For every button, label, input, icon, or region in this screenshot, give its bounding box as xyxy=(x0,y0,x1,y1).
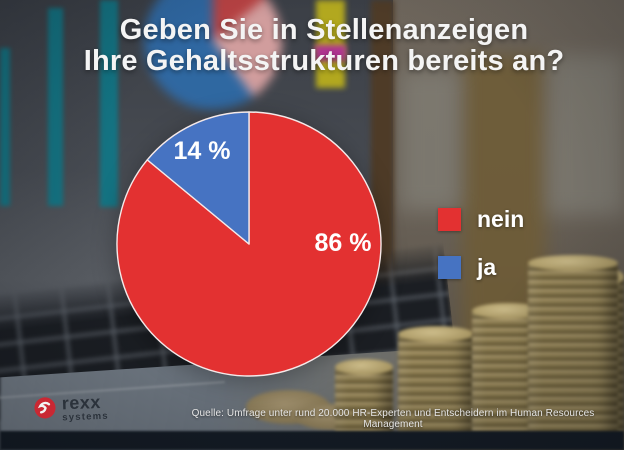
background-bar-chart-bar xyxy=(100,0,118,207)
page-title: Geben Sie in Stellenanzeigen Ihre Gehalt… xyxy=(24,15,624,77)
pie-slice-ja xyxy=(146,111,250,245)
chart-legend: nein ja xyxy=(438,206,524,281)
legend-swatch-ja xyxy=(438,256,461,279)
legend-item-ja: ja xyxy=(438,254,524,281)
legend-swatch-nein xyxy=(438,208,461,231)
sticky-note-yellow xyxy=(316,0,345,88)
coin-stack xyxy=(335,359,393,440)
coin-stack xyxy=(528,255,618,440)
legend-label: ja xyxy=(477,254,497,280)
logo-sub: systems xyxy=(62,410,109,424)
legend-label: nein xyxy=(477,206,525,232)
rexx-logo-icon xyxy=(34,397,56,419)
legend-item-nein: nein xyxy=(438,206,524,233)
bottom-shadow xyxy=(0,431,624,450)
rexx-logo-text: rexx systems xyxy=(61,391,109,424)
background-bar-chart-bar xyxy=(48,8,63,206)
coin-stack xyxy=(398,326,474,440)
rexx-logo: rexx systems xyxy=(34,391,109,424)
background-pie-photo xyxy=(144,0,282,110)
pie-chart-svg: 86 % 14 % xyxy=(116,111,382,377)
source-text: Quelle: Umfrage unter rund 20.000 HR-Exp… xyxy=(191,408,595,430)
logo-brand: rexx xyxy=(61,391,102,414)
pie-data-label-ja: 14 % xyxy=(174,137,231,165)
background-wall-highlight xyxy=(400,70,460,210)
sticky-note-magenta xyxy=(315,45,346,61)
title-line-2: Ihre Gehaltsstrukturen bereits an? xyxy=(83,45,565,77)
background-bar-chart-bar xyxy=(0,48,10,206)
pie-data-label-nein: 86 % xyxy=(315,229,372,257)
title-line-1: Geben Sie in Stellenanzeigen xyxy=(119,14,529,46)
pie-chart: 86 % 14 % xyxy=(113,108,385,380)
background-wall-highlight xyxy=(548,55,624,215)
